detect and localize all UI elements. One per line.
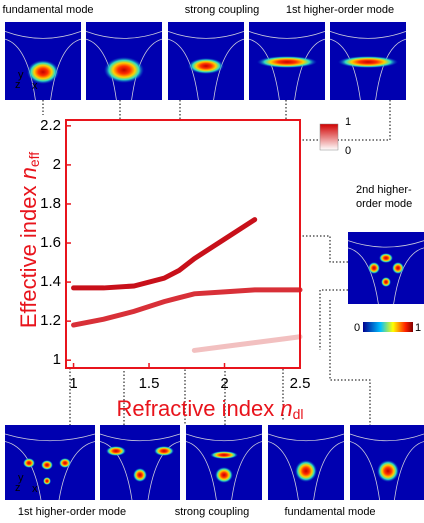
mode-field	[41, 460, 53, 470]
mode-field	[104, 57, 144, 83]
y-label-sub: eff	[26, 152, 42, 167]
colorbar	[320, 124, 338, 150]
mode-colorbar	[363, 322, 413, 332]
x-tick-label: 1.5	[139, 375, 160, 392]
mode-bg	[186, 425, 262, 500]
mode-field	[23, 458, 35, 468]
side-label: order mode	[356, 198, 412, 210]
mode-field	[257, 56, 317, 68]
top-label: 1st higher-order mode	[286, 4, 394, 16]
plot-bg	[66, 120, 300, 368]
axis-mark: z	[15, 79, 21, 91]
x-label-symbol: n	[280, 396, 292, 421]
y-tick-label: 1.2	[40, 312, 61, 329]
mode-image	[330, 22, 406, 100]
y-label-symbol: n	[16, 167, 41, 179]
bottom-label: strong coupling	[175, 506, 250, 518]
x-label-sub: dl	[293, 406, 304, 422]
mode-field	[381, 277, 391, 287]
mode-field	[106, 446, 126, 456]
mode-field	[133, 468, 147, 482]
mode-image	[86, 22, 162, 100]
axis-mark: x	[32, 80, 38, 92]
mode-field	[379, 253, 393, 263]
x-axis-label: Refractive index ndl	[116, 396, 303, 422]
mode-field	[188, 58, 224, 74]
top-label: strong coupling	[185, 4, 260, 16]
y-tick-label: 1.4	[40, 273, 61, 290]
y-tick-label: 2.2	[40, 117, 61, 134]
mode-image	[249, 22, 325, 100]
y-tick-label: 1.6	[40, 234, 61, 251]
mode-image	[268, 425, 344, 500]
bottom-label: 1st higher-order mode	[18, 506, 126, 518]
mode-field	[338, 56, 398, 68]
side-label: 2nd higher-	[356, 184, 412, 196]
mode-field	[154, 446, 174, 456]
y-tick-label: 1	[53, 351, 61, 368]
x-tick-label: 2	[220, 375, 228, 392]
mode-image	[350, 425, 424, 500]
figure: yzxyzx fundamental mode strong coupling …	[0, 0, 424, 523]
mode-bg	[348, 232, 424, 304]
x-tick-label: 2.5	[290, 375, 311, 392]
mode-field	[392, 262, 404, 274]
mode-field	[210, 451, 238, 459]
top-label: fundamental mode	[2, 4, 93, 16]
y-axis-label: Effective index neff	[16, 152, 42, 328]
y-label-text: Effective index	[16, 179, 41, 328]
mode-field	[43, 477, 51, 485]
plot: 1 1.5 2 2.5 1 1.2 1.4 1.6 1.8 2 2.2	[40, 117, 310, 392]
mode-image	[348, 232, 424, 304]
mode-image	[168, 22, 244, 100]
x-label-text: Refractive index	[116, 396, 280, 421]
mode-colorbar-label: 0	[354, 322, 360, 334]
axis-mark: x	[32, 483, 38, 495]
bottom-label: fundamental mode	[284, 506, 375, 518]
mode-image	[100, 425, 180, 500]
mode-field	[295, 460, 317, 482]
mode-field	[215, 467, 233, 483]
y-tick-label: 1.8	[40, 195, 61, 212]
y-tick-label: 2	[53, 156, 61, 173]
mode-bg	[100, 425, 180, 500]
mode-field	[377, 460, 399, 482]
mode-field	[368, 262, 380, 274]
mode-colorbar-label: 1	[415, 322, 421, 334]
colorbar-label: 0	[345, 145, 351, 157]
colorbar-label: 1	[345, 116, 351, 128]
x-tick-label: 1	[69, 375, 77, 392]
mode-image	[186, 425, 262, 500]
axis-mark: z	[15, 482, 21, 494]
mode-field	[59, 458, 71, 468]
